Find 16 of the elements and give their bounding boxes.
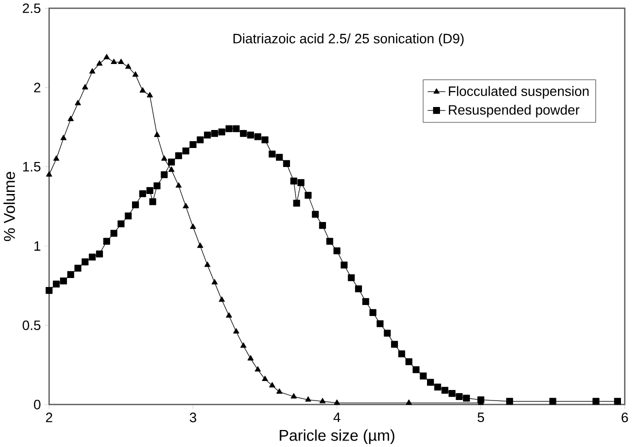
y-tick-label: 0 <box>34 400 40 410</box>
y-tick-label: 0.5 <box>22 320 40 330</box>
x-tick-label: 5 <box>478 412 484 422</box>
y-axis-title: % Volume <box>3 172 15 241</box>
legend-label: Flocculated suspension <box>448 86 589 98</box>
x-tick-label: 2 <box>46 412 52 422</box>
y-tick-label: 2 <box>34 82 40 92</box>
y-tick-label: 1 <box>34 241 40 250</box>
text: Diatriazoic acid 2.5/ 25 sonication (D9) <box>234 33 464 46</box>
y-tick-label: 1.5 <box>23 162 40 172</box>
x-axis-title: Paricle size (µm) <box>280 429 394 444</box>
x-tick-label: 4 <box>333 412 340 422</box>
x-tick-label: 3 <box>190 412 196 422</box>
x-tick-label: 6 <box>622 412 628 422</box>
legend-label: Resuspended powder <box>448 104 580 118</box>
y-tick-label: 2.5 <box>22 3 40 13</box>
